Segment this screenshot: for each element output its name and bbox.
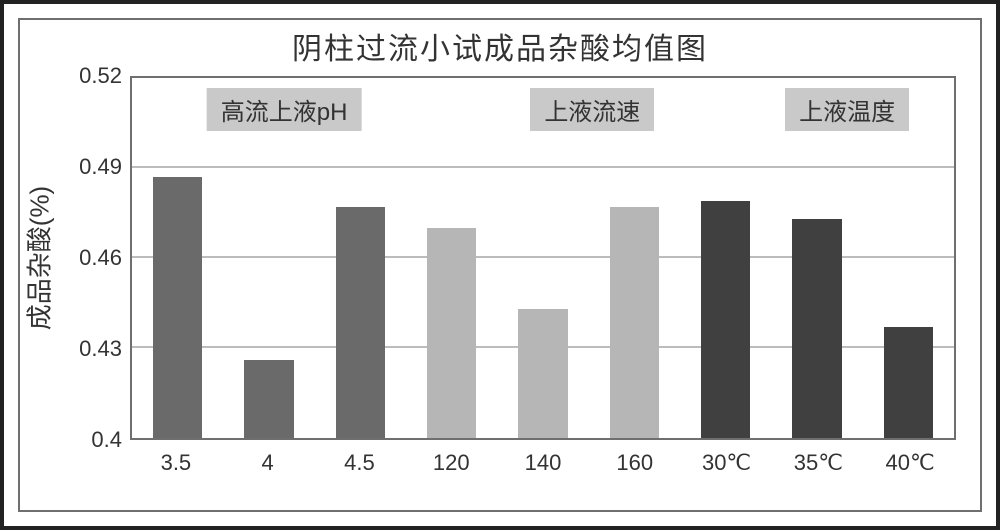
y-tick-label: 0.49 xyxy=(79,154,130,180)
bar xyxy=(518,309,567,438)
bar xyxy=(610,207,659,438)
x-tick-label: 3.5 xyxy=(161,440,192,476)
bars-layer xyxy=(132,78,954,438)
y-axis-label: 成品杂酸(%) xyxy=(20,186,57,330)
x-tick-label: 30℃ xyxy=(702,440,751,476)
x-tick-label: 4 xyxy=(262,440,274,476)
x-tick-label: 40℃ xyxy=(886,440,935,476)
x-tick-label: 140 xyxy=(525,440,562,476)
plot-area: 高流上液pH上液流速上液温度 xyxy=(130,76,956,440)
y-tick-label: 0.52 xyxy=(79,63,130,89)
outer-frame: 阴柱过流小试成品杂酸均值图 成品杂酸(%) 高流上液pH上液流速上液温度 0.4… xyxy=(0,0,1000,530)
chart-frame: 阴柱过流小试成品杂酸均值图 成品杂酸(%) 高流上液pH上液流速上液温度 0.4… xyxy=(18,18,982,512)
x-tick-label: 160 xyxy=(616,440,653,476)
bar xyxy=(153,177,202,438)
plot-wrap: 成品杂酸(%) 高流上液pH上液流速上液温度 0.40.430.460.490.… xyxy=(130,76,956,440)
x-tick-label: 120 xyxy=(433,440,470,476)
bar xyxy=(244,360,293,438)
bar xyxy=(336,207,385,438)
y-tick-label: 0.4 xyxy=(91,427,130,453)
bar xyxy=(427,228,476,438)
y-tick-label: 0.43 xyxy=(79,336,130,362)
y-tick-label: 0.46 xyxy=(79,245,130,271)
bar xyxy=(792,219,841,438)
x-tick-label: 35℃ xyxy=(794,440,843,476)
chart-title: 阴柱过流小试成品杂酸均值图 xyxy=(20,24,980,68)
bar xyxy=(884,327,933,438)
bar xyxy=(701,201,750,438)
x-tick-label: 4.5 xyxy=(344,440,375,476)
